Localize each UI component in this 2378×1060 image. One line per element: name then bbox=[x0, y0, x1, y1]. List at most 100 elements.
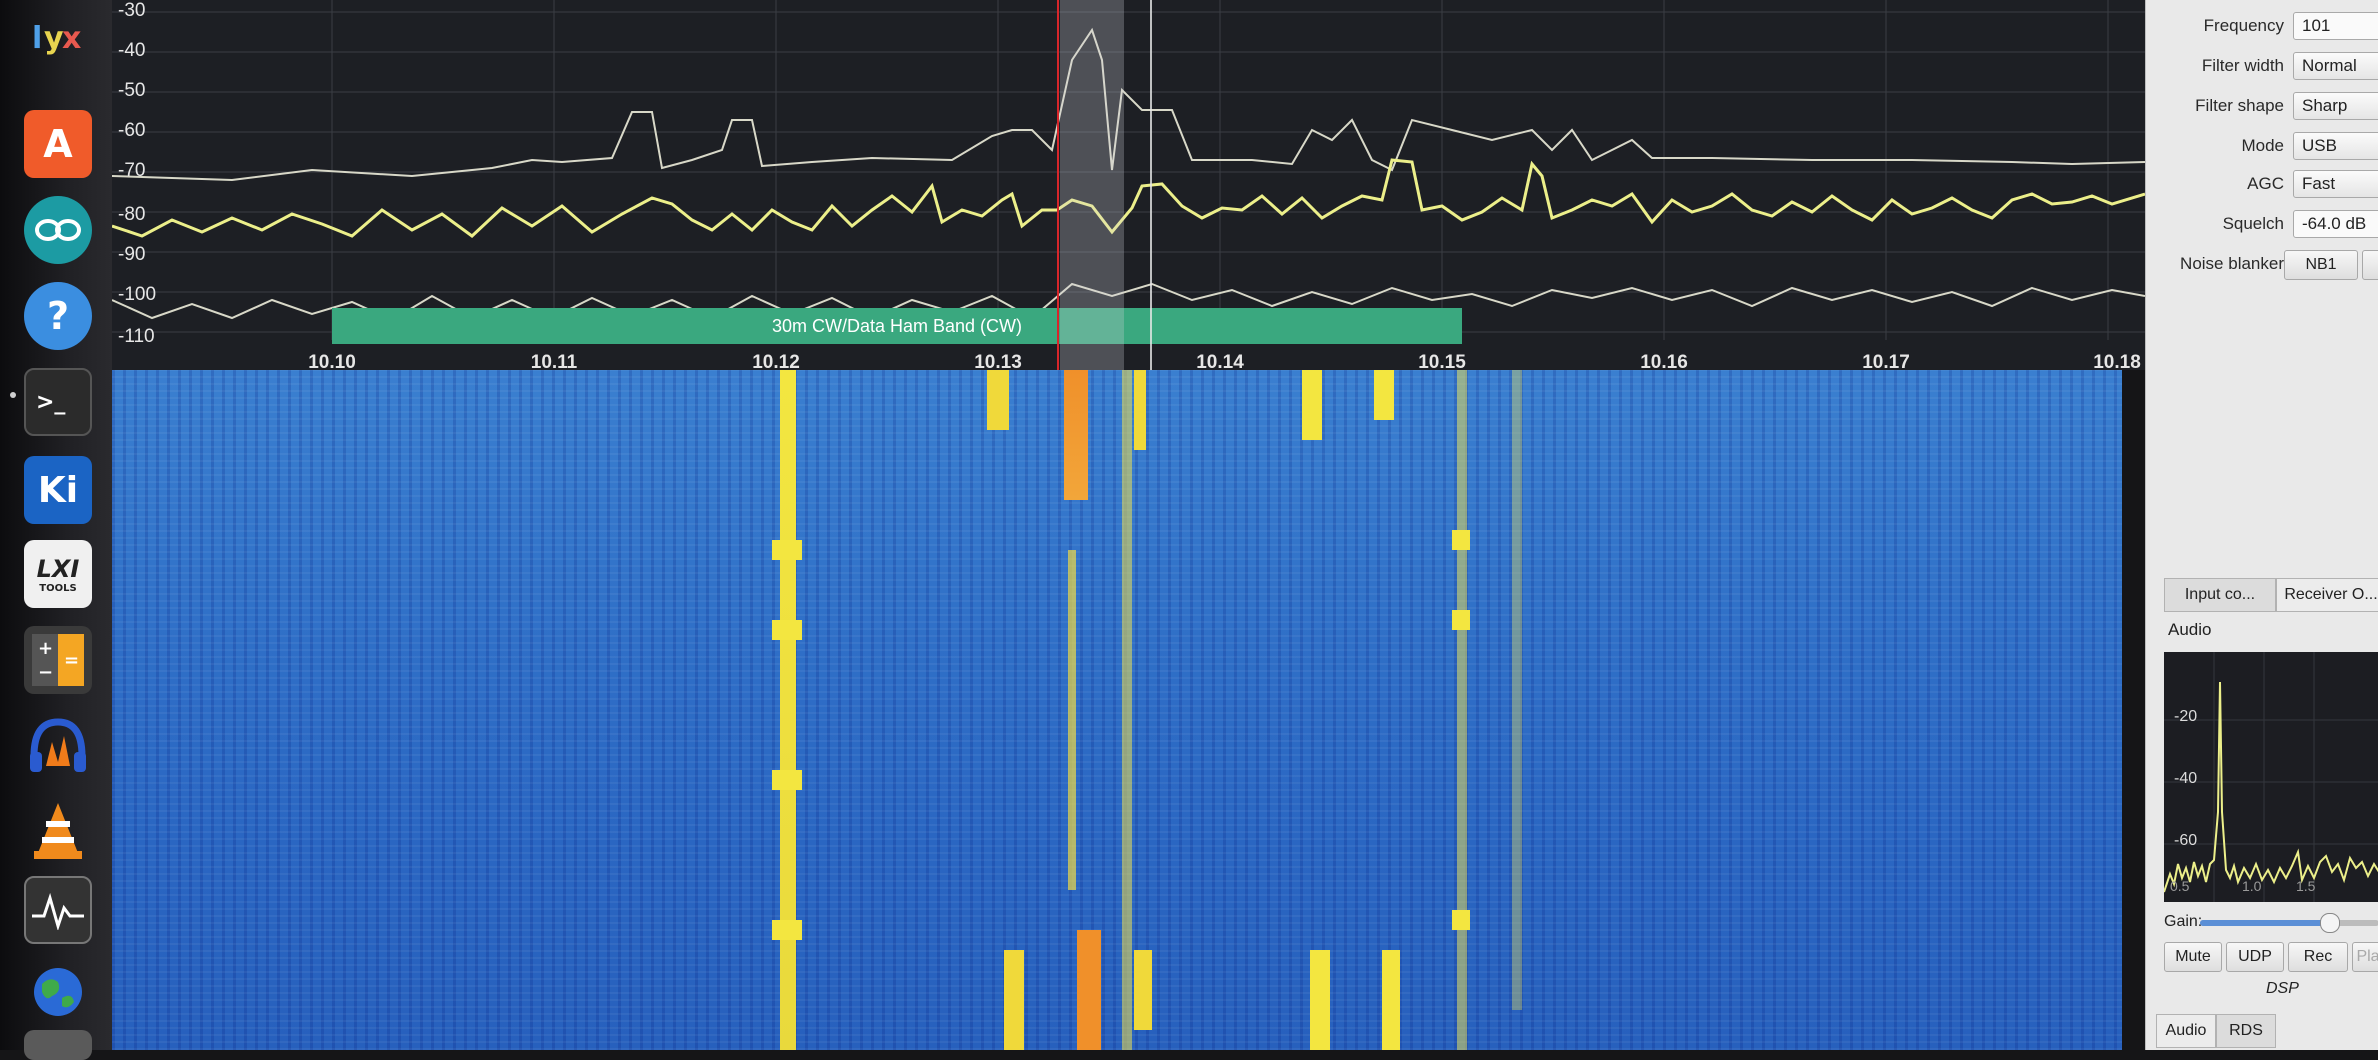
audio-fft-db-tick: -40 bbox=[2174, 770, 2198, 787]
filter-shape-label: Filter shape bbox=[2195, 96, 2284, 115]
demod-frequency-line[interactable] bbox=[1057, 0, 1059, 370]
svg-text:−: − bbox=[38, 662, 53, 683]
db-tick: -30 bbox=[118, 0, 146, 21]
waterfall-signal bbox=[772, 620, 802, 640]
running-indicator bbox=[10, 392, 16, 398]
filter-width-row: Filter width Normal bbox=[2146, 50, 2378, 84]
svg-text:=: = bbox=[64, 650, 79, 671]
audio-section-title: Audio bbox=[2168, 620, 2212, 639]
waterfall-signal bbox=[1452, 910, 1470, 930]
filter-shape-select[interactable]: Sharp bbox=[2293, 92, 2378, 120]
audio-fft-freq-tick: 1.0 bbox=[2242, 878, 2262, 894]
globe-icon[interactable] bbox=[24, 958, 92, 1026]
svg-text:y: y bbox=[44, 21, 64, 56]
kicad-icon[interactable]: Ki bbox=[24, 456, 92, 524]
db-tick: -40 bbox=[118, 40, 146, 61]
waterfall-signal bbox=[1452, 610, 1470, 630]
waterfall-signal bbox=[780, 370, 796, 1050]
audio-fft-plot[interactable]: -20 -40 -60 0.5 1.0 1.5 bbox=[2164, 652, 2378, 902]
waterfall-signal bbox=[1004, 950, 1024, 1050]
freq-tick: 10.15 bbox=[1418, 352, 1466, 370]
tab-input-controls[interactable]: Input co... bbox=[2164, 578, 2276, 612]
audio-fft-freq-tick: 0.5 bbox=[2170, 878, 2190, 894]
play-button[interactable]: Play bbox=[2352, 942, 2378, 972]
frequency-row: Frequency 101 bbox=[2146, 10, 2378, 44]
show-apps-icon[interactable] bbox=[24, 1030, 92, 1060]
rec-button[interactable]: Rec bbox=[2288, 942, 2348, 972]
tab-receiver-options[interactable]: Receiver O... bbox=[2276, 578, 2378, 612]
waterfall-signal bbox=[987, 370, 1009, 430]
gain-slider-handle[interactable] bbox=[2320, 913, 2340, 933]
fft-plot[interactable]: -30 -40 -50 -60 -70 -80 -90 -100 -110 30… bbox=[112, 0, 2145, 370]
gain-label: Gain: bbox=[2164, 913, 2203, 930]
svg-text:l: l bbox=[32, 21, 42, 56]
system-monitor-icon[interactable] bbox=[24, 876, 92, 944]
tab-rds[interactable]: RDS bbox=[2216, 1014, 2276, 1048]
squelch-row: Squelch -64.0 dB bbox=[2146, 208, 2378, 242]
waterfall-signal bbox=[1134, 370, 1146, 450]
waterfall-signal bbox=[1068, 550, 1076, 890]
vlc-icon[interactable] bbox=[24, 796, 92, 864]
squelch-spinbox[interactable]: -64.0 dB bbox=[2293, 210, 2378, 238]
fft-maxhold-trace bbox=[112, 27, 2145, 182]
agc-row: AGC Fast bbox=[2146, 168, 2378, 202]
mode-select[interactable]: USB bbox=[2293, 132, 2378, 160]
lxi-tools-icon[interactable]: LXI TOOLS bbox=[24, 540, 92, 608]
svg-text:+: + bbox=[38, 638, 53, 659]
squelch-label: Squelch bbox=[2222, 214, 2284, 233]
waterfall-signal bbox=[1302, 370, 1322, 440]
udp-button[interactable]: UDP bbox=[2226, 942, 2284, 972]
db-tick: -70 bbox=[118, 160, 146, 181]
receiver-options-panel: Frequency 101 Filter width Normal Filter… bbox=[2145, 0, 2378, 1050]
waterfall-strong-signal bbox=[1077, 930, 1101, 1050]
calculator-icon[interactable]: + − = bbox=[24, 626, 92, 694]
nb1-button[interactable]: NB1 bbox=[2284, 250, 2358, 280]
waterfall-signal bbox=[772, 920, 802, 940]
noise-blanker-row: Noise blanker NB1 bbox=[2146, 248, 2378, 282]
waterfall-signal bbox=[772, 770, 802, 790]
waterfall-strong-signal bbox=[1064, 370, 1088, 500]
db-tick: -50 bbox=[118, 80, 146, 101]
waterfall-signal bbox=[1122, 370, 1132, 1050]
audio-fft-trace bbox=[2164, 652, 2378, 902]
freq-tick: 10.10 bbox=[308, 352, 356, 370]
svg-text:x: x bbox=[62, 21, 81, 56]
tab-audio[interactable]: Audio bbox=[2156, 1014, 2216, 1048]
waterfall-signal bbox=[1374, 370, 1394, 420]
arduino-icon[interactable] bbox=[24, 196, 92, 264]
freq-tick: 10.17 bbox=[1862, 352, 1910, 370]
help-icon[interactable]: ? bbox=[24, 282, 92, 350]
fft-average-trace bbox=[112, 158, 2145, 238]
fft-grid bbox=[112, 0, 2145, 340]
db-tick: -100 bbox=[118, 284, 157, 305]
gain-slider[interactable] bbox=[2200, 913, 2378, 933]
freq-tick: 10.18 bbox=[2093, 352, 2141, 370]
nb2-button[interactable] bbox=[2362, 250, 2378, 280]
mode-label: Mode bbox=[2241, 136, 2284, 155]
terminal-icon[interactable]: >_ bbox=[24, 368, 92, 436]
agc-select[interactable]: Fast bbox=[2293, 170, 2378, 198]
waterfall-display[interactable] bbox=[112, 370, 2122, 1050]
audacity-icon[interactable] bbox=[24, 712, 92, 780]
mode-row: Mode USB bbox=[2146, 130, 2378, 164]
filter-width-label: Filter width bbox=[2201, 56, 2284, 75]
filter-width-select[interactable]: Normal bbox=[2293, 52, 2378, 80]
db-tick: -90 bbox=[118, 244, 146, 265]
demod-filter-area[interactable] bbox=[1060, 0, 1124, 370]
audio-fft-db-tick: -60 bbox=[2174, 832, 2198, 849]
dsp-label: DSP bbox=[2266, 980, 2299, 997]
cursor-line bbox=[1150, 0, 1152, 370]
db-tick: -110 bbox=[118, 326, 155, 347]
freq-tick: 10.13 bbox=[974, 352, 1022, 370]
freq-tick: 10.11 bbox=[530, 352, 578, 370]
waterfall-signal bbox=[1382, 950, 1400, 1050]
waterfall-signal bbox=[772, 540, 802, 560]
filter-shape-row: Filter shape Sharp bbox=[2146, 90, 2378, 124]
frequency-field[interactable]: 101 bbox=[2293, 12, 2378, 40]
app-store-icon[interactable]: A bbox=[24, 110, 92, 178]
mute-button[interactable]: Mute bbox=[2164, 942, 2222, 972]
db-tick: -60 bbox=[118, 120, 146, 141]
band-plan-bar[interactable]: 30m CW/Data Ham Band (CW) bbox=[332, 308, 1462, 344]
